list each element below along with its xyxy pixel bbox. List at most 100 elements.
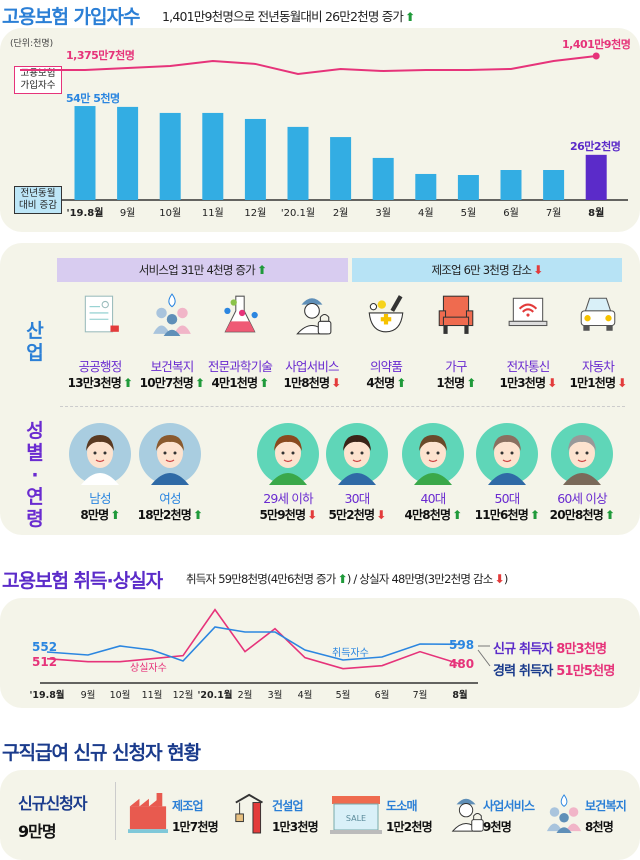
subtitle-text: 취득자 59만8천명(4만6천명 증가 — [186, 572, 336, 586]
subscriber-chart: '19.8월 9월 10월 11월 12월 '20.1월 2월 3월 4월 5월 6월 7월 8월 — [20, 52, 628, 219]
loss-start-label: 512 — [32, 655, 58, 669]
industry-item: 의약품 4천명 ⬆ — [346, 292, 426, 391]
x-tick-label: 9월 — [81, 689, 96, 701]
x-tick-label: '20.1월 — [281, 207, 315, 219]
industry-name: 사업서비스 — [285, 359, 339, 374]
up-arrow-icon: ⬆ — [605, 508, 615, 522]
industry-value: 4만1천명 ⬆ — [200, 374, 280, 391]
up-arrow-icon: ⬆ — [193, 508, 203, 522]
industry-name: 공공행정 — [78, 359, 123, 374]
loss-series-label: 상실자수 — [130, 663, 167, 674]
bar — [287, 126, 309, 200]
loss-end-label: 480 — [449, 657, 475, 671]
industry-value-text: 4만1천명 — [211, 376, 258, 390]
demographic-item: 40대 4만8천명 ⬆ — [393, 423, 473, 523]
demographic-item: 60세 이상 20만8천명 ⬆ — [542, 423, 622, 523]
claim-item: 도소매 1만2천명 — [386, 797, 433, 835]
subtitle-text: 1,401만9천명으로 전년동월대비 26만2천명 증가 — [162, 9, 404, 24]
service-header: 서비스업 31만 4천명 증가 ⬆ — [57, 258, 348, 282]
mortar-pestle-icon — [368, 295, 404, 333]
connector-arrow-icon — [477, 645, 491, 667]
x-tick-label: 2월 — [238, 689, 253, 701]
subscriber-line — [20, 54, 597, 76]
line-legend-text: 고용보험 — [20, 68, 56, 79]
industry-value-text: 1만3천명 — [499, 376, 546, 390]
person-avatar-icon — [326, 423, 388, 485]
store-icon: SALE — [330, 796, 382, 834]
up-arrow-icon: ⬆ — [256, 263, 267, 277]
section3-title: 구직급여 신규 신청자 현황 — [2, 742, 201, 764]
industry-value-text: 13만3천명 — [67, 376, 122, 390]
claim-value: 1만3천명 — [272, 820, 319, 834]
flask-icon — [224, 295, 258, 333]
industry-value-text: 1만8천명 — [283, 376, 330, 390]
x-tick-label: 9월 — [120, 207, 136, 219]
person-avatar-icon — [402, 423, 464, 485]
security-guard-icon — [296, 298, 332, 335]
x-tick-label: 2월 — [333, 207, 349, 219]
flow-chart-panel — [0, 598, 640, 708]
claim-item: 제조업 1만7천명 — [172, 797, 219, 835]
person-avatar-icon — [139, 423, 201, 485]
x-tick-label: 8월 — [452, 689, 467, 701]
claim-item: 사업서비스 9천명 — [483, 797, 535, 835]
bar — [415, 173, 437, 200]
security-guard-icon — [451, 798, 484, 832]
series-line — [46, 608, 461, 670]
subscriber-chart-panel — [0, 28, 640, 232]
section2-subtitle: 취득자 59만8천명(4만6천명 증가 ⬆) / 상실자 48만명(3만2천명 감… — [186, 571, 508, 587]
up-arrow-icon: ⬆ — [466, 376, 476, 390]
claim-value: 1만2천명 — [386, 820, 433, 834]
demographics-label: 성별·연령 — [22, 420, 48, 530]
start-line-label: 1,375만7천명 — [66, 49, 135, 62]
document-icon — [84, 295, 119, 333]
section1-subtitle: 1,401만9천명으로 전년동월대비 26만2천명 증가 ⬆ — [162, 6, 415, 25]
industry-item: 가구 1천명 ⬆ — [416, 292, 496, 391]
service-header-text: 서비스업 31만 4천명 증가 — [138, 263, 256, 277]
end-line-label: 1,401만9천명 — [562, 38, 631, 51]
up-arrow-icon: ⬆ — [337, 572, 348, 586]
demographic-value-text: 5만2천명 — [328, 508, 375, 522]
laptop-wifi-icon — [508, 297, 548, 327]
demographic-value: 18만2천명 ⬆ — [130, 506, 210, 523]
demographic-value-text: 5만9천명 — [259, 508, 306, 522]
breakdown-panel — [0, 243, 640, 535]
industry-label: 산업 — [22, 320, 48, 364]
demographics-label-text: 성별·연령 — [26, 420, 44, 530]
demographic-name: 30대 — [344, 491, 370, 506]
bar — [74, 106, 96, 200]
up-arrow-icon: ⬆ — [110, 508, 120, 522]
x-tick-label: 4월 — [298, 689, 313, 701]
down-arrow-icon: ⬇ — [547, 376, 557, 390]
demographic-item: 29세 이하 5만9천명 ⬇ — [248, 423, 328, 523]
industry-name: 가구 — [445, 359, 467, 374]
industry-value-text: 4천명 — [366, 376, 395, 390]
down-arrow-icon: ⬇ — [494, 572, 505, 586]
claims-panel — [0, 770, 640, 860]
chair-icon — [438, 295, 474, 334]
industry-value: 1만1천명 ⬇ — [558, 374, 638, 391]
industry-value-text: 10만7천명 — [139, 376, 194, 390]
industry-value: 1천명 ⬆ — [416, 374, 496, 391]
industry-item: 전문과학기술 4만1천명 ⬆ — [200, 292, 280, 391]
industry-value: 1만3천명 ⬇ — [488, 374, 568, 391]
x-tick-label: 12월 — [244, 207, 266, 219]
person-avatar-icon — [476, 423, 538, 485]
down-arrow-icon: ⬇ — [533, 263, 543, 277]
x-tick-label: 6월 — [375, 689, 390, 701]
svg-text:SALE: SALE — [346, 814, 366, 823]
up-arrow-icon: ⬆ — [405, 10, 415, 24]
industry-name: 전자통신 — [506, 359, 551, 374]
down-arrow-icon: ⬇ — [307, 508, 317, 522]
industry-value: 10만7천명 ⬆ — [132, 374, 212, 391]
end-point — [592, 52, 600, 60]
demographic-value-text: 18만2천명 — [137, 508, 192, 522]
demographic-value: 8만명 ⬆ — [60, 506, 140, 523]
up-arrow-icon: ⬆ — [530, 508, 540, 522]
industry-name: 보건복지 — [150, 359, 195, 374]
industry-name: 의약품 — [369, 359, 403, 374]
manufacturing-header: 제조업 6만 3천명 감소 ⬇ — [352, 258, 622, 282]
demographic-value-text: 4만8천명 — [404, 508, 451, 522]
career-acq-note: 경력 취득자 51만5천명 — [493, 660, 615, 679]
industry-item: 사업서비스 1만8천명 ⬇ — [272, 292, 352, 391]
